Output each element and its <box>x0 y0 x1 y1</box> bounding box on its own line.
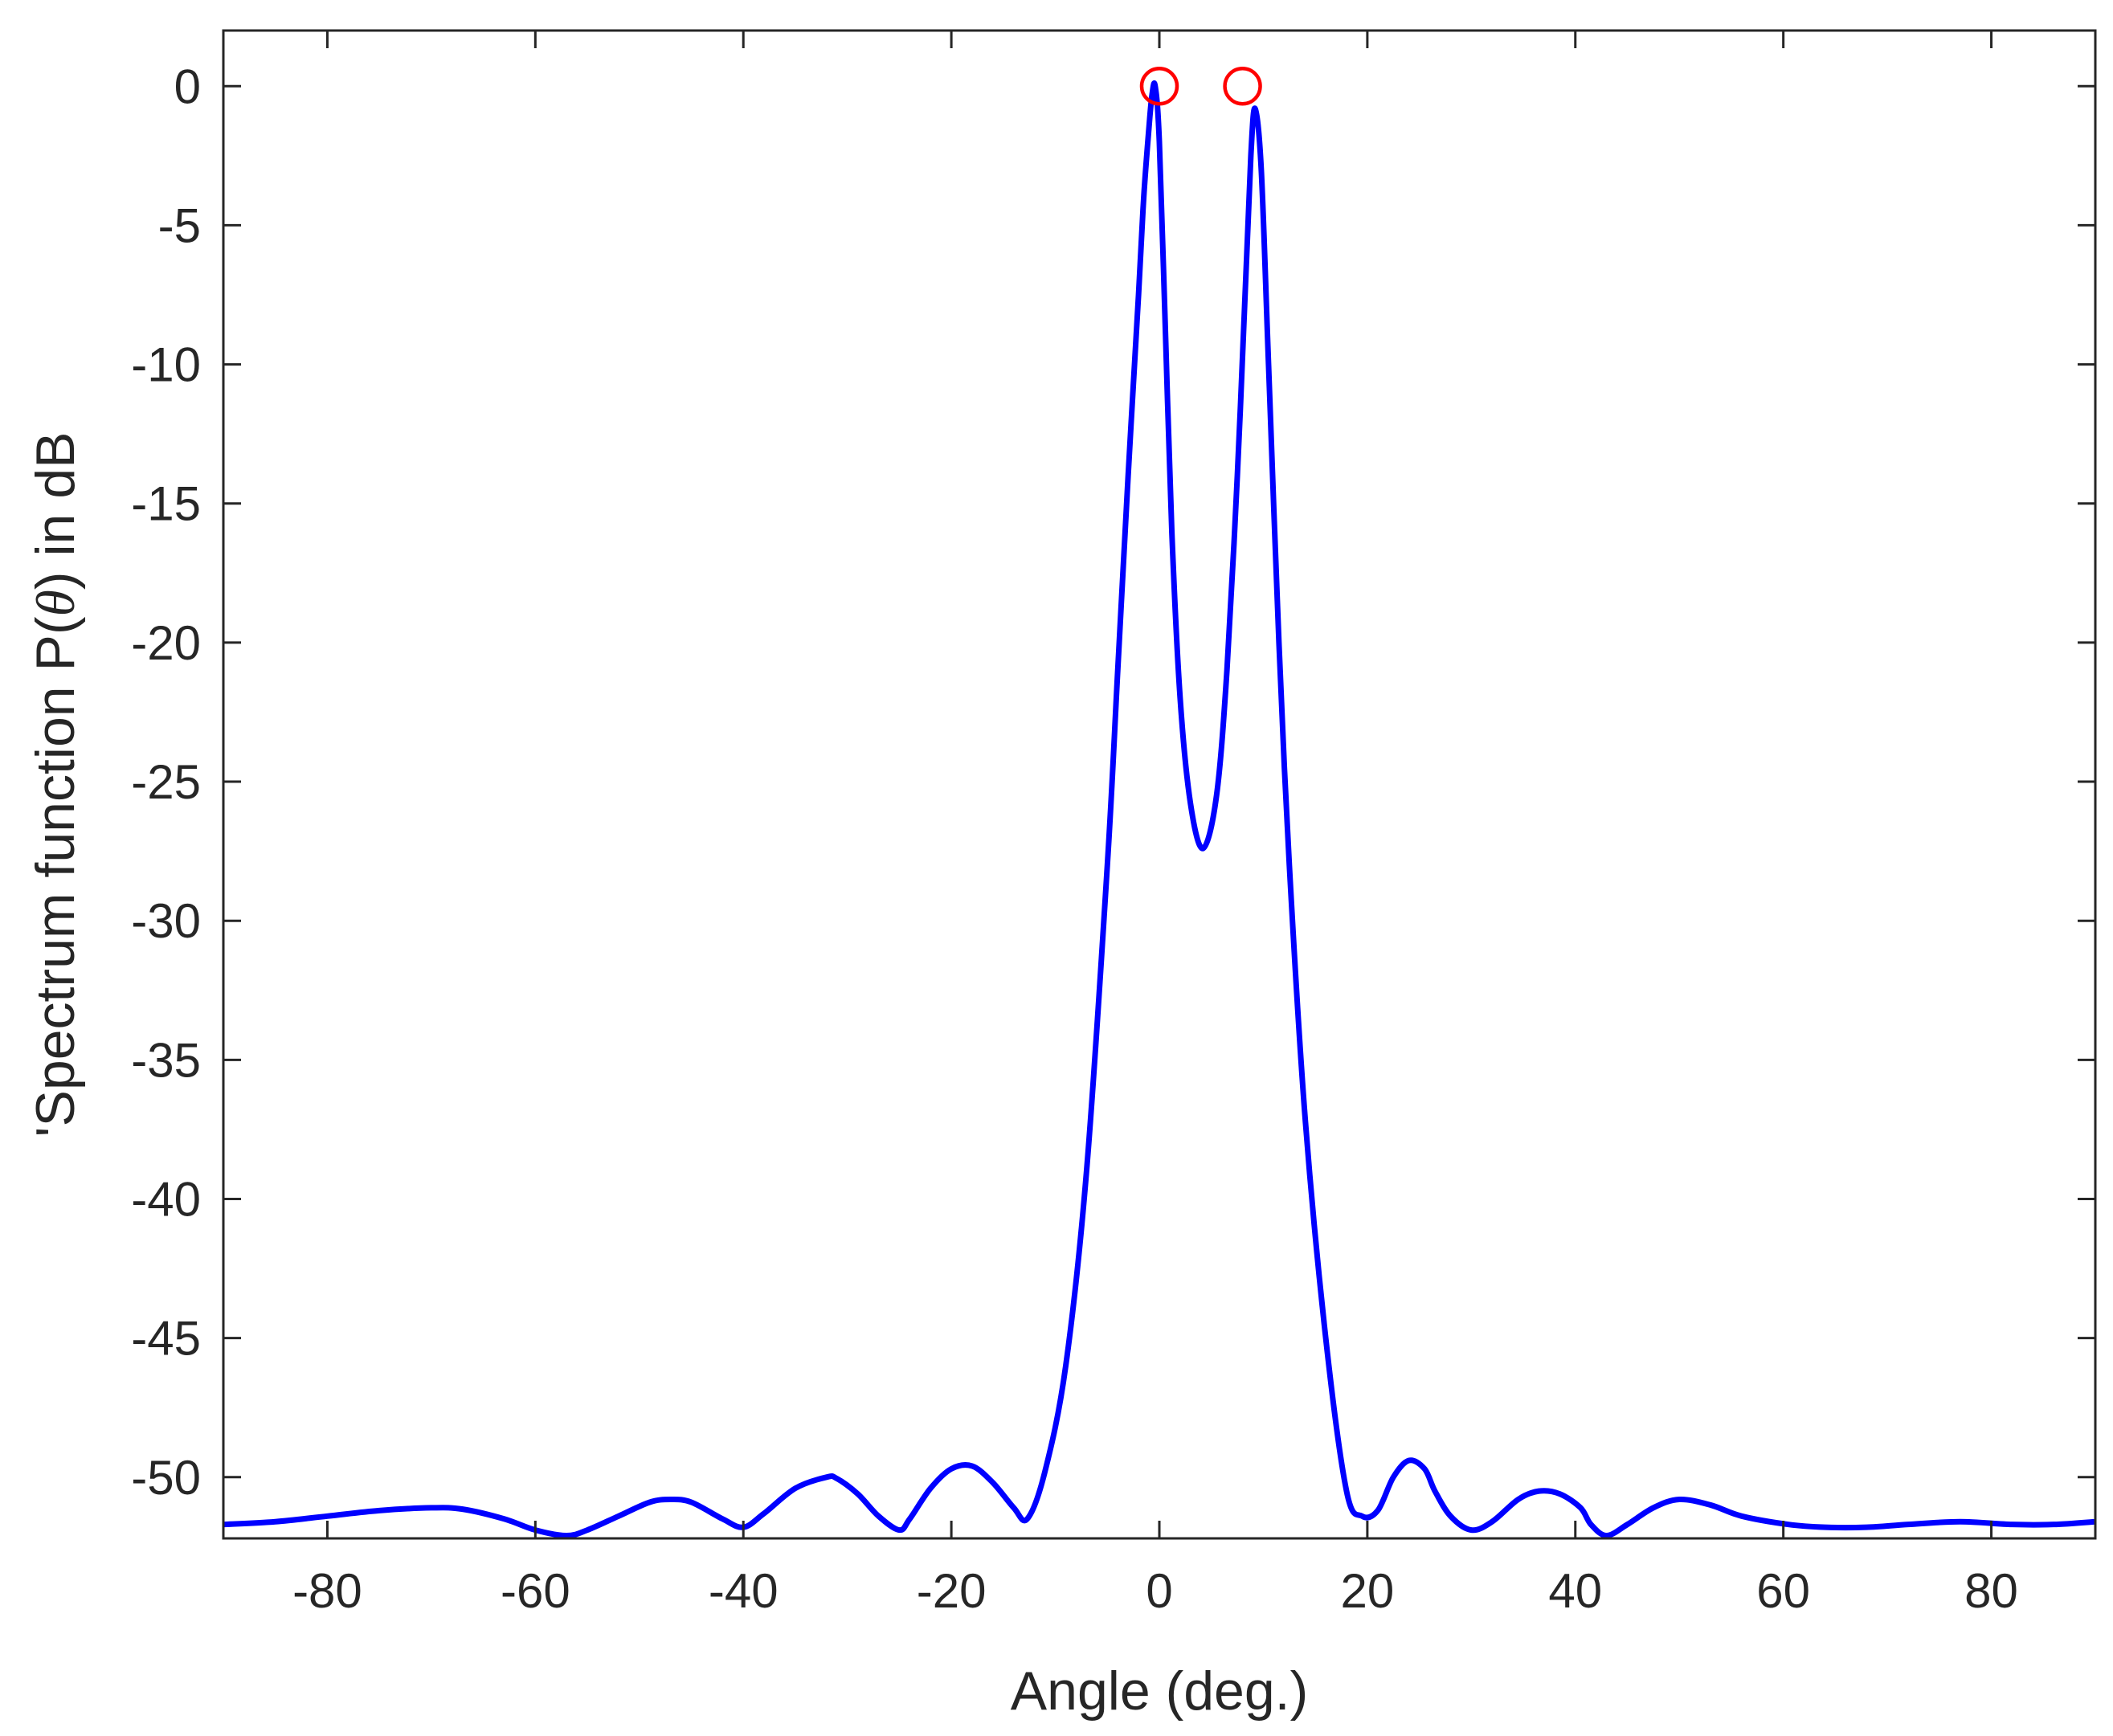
x-tick-label: 40 <box>1548 1564 1602 1618</box>
y-tick-label: -30 <box>131 894 201 948</box>
x-tick-label: -20 <box>917 1564 987 1618</box>
spectrum-series-line <box>223 80 2095 1538</box>
x-tick-label: 20 <box>1341 1564 1395 1618</box>
y-axis-label-theta: θ <box>25 590 86 616</box>
y-axis-label-part-2: ) in dB <box>25 432 86 590</box>
y-tick-label: -40 <box>131 1173 201 1227</box>
x-tick-label: -80 <box>292 1564 362 1618</box>
y-axis-label-part-1: 'Spectrum function P( <box>25 616 86 1137</box>
y-tick-label: -5 <box>158 198 201 252</box>
tick-layer: -80 -60 -40 -20 0 20 40 60 80 0 -5 -10 -15 -20 -25 -30 -… <box>131 31 2095 1618</box>
y-tick-label: -20 <box>131 616 201 670</box>
y-tick-label: -10 <box>131 338 201 392</box>
x-tick-label: 0 <box>1146 1564 1172 1618</box>
peak-marker <box>1223 67 1262 106</box>
peak-marker <box>1139 67 1179 106</box>
y-tick-label: -45 <box>131 1312 201 1366</box>
x-tick-label: -40 <box>709 1564 779 1618</box>
y-axis-label: 'Spectrum function P(θ) in dB <box>25 432 86 1138</box>
x-axis-label: Angle (deg.) <box>1011 1660 1308 1722</box>
axes-box <box>222 29 2097 1540</box>
x-tick-label: -60 <box>501 1564 570 1618</box>
data-layer <box>223 67 2095 1538</box>
y-tick-label: -25 <box>131 755 201 809</box>
y-tick-label: -35 <box>131 1033 201 1087</box>
y-tick-label: -50 <box>131 1451 201 1505</box>
x-tick-label: 80 <box>1964 1564 2018 1618</box>
y-tick-label: -15 <box>131 477 201 531</box>
y-tick-label: 0 <box>174 59 201 113</box>
x-tick-label: 60 <box>1756 1564 1810 1618</box>
